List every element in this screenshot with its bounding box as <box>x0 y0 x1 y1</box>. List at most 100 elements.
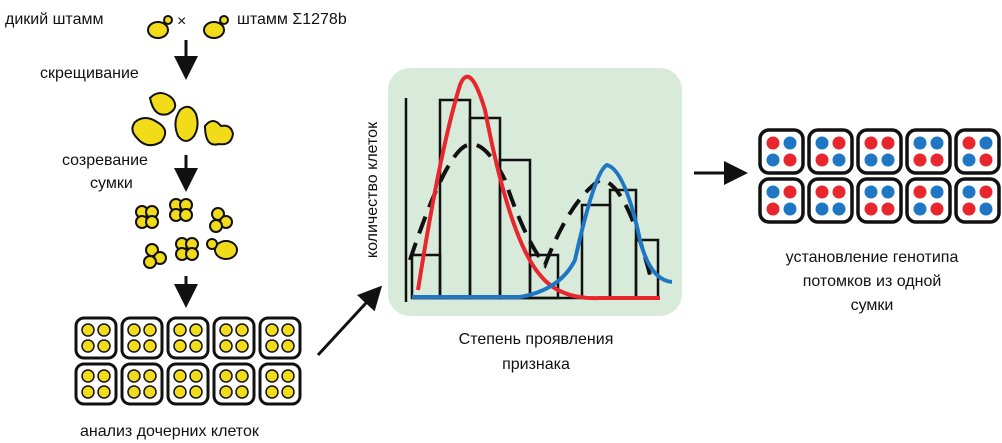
blue-curve <box>412 162 673 299</box>
spore <box>81 385 95 399</box>
spore <box>979 202 993 216</box>
red-curve <box>416 74 660 301</box>
spore <box>281 385 295 399</box>
spore <box>265 323 279 337</box>
spore <box>881 185 895 199</box>
analysis-label: анализ дочерних клеток <box>80 423 260 440</box>
spore <box>281 369 295 383</box>
ascus <box>120 316 164 360</box>
ascus <box>258 362 302 406</box>
parent-cells <box>147 15 229 39</box>
spore <box>235 369 249 383</box>
spore <box>962 153 976 167</box>
spore <box>127 369 141 383</box>
spore <box>881 202 895 216</box>
spore <box>189 339 203 353</box>
spore <box>219 339 233 353</box>
spore <box>235 323 249 337</box>
ascus <box>758 177 805 224</box>
spore <box>189 385 203 399</box>
spore <box>265 339 279 353</box>
ascus <box>954 128 1001 175</box>
x-axis-label: признака <box>502 356 570 373</box>
spore <box>173 339 187 353</box>
spore <box>235 339 249 353</box>
caption: установление генотипа <box>786 249 959 266</box>
spore <box>219 323 233 337</box>
spore <box>281 323 295 337</box>
spore <box>97 369 111 383</box>
spore <box>143 339 157 353</box>
spore <box>173 369 187 383</box>
spore <box>97 323 111 337</box>
spore <box>815 153 829 167</box>
spore <box>832 185 846 199</box>
spore <box>173 323 187 337</box>
spore <box>127 323 141 337</box>
ascus <box>856 128 903 175</box>
mutant-strain: штамм Σ1278b <box>237 11 347 28</box>
spore <box>783 202 797 216</box>
ascus <box>954 177 1001 224</box>
spore <box>832 202 846 216</box>
spore <box>81 323 95 337</box>
spore <box>864 185 878 199</box>
spore <box>766 185 780 199</box>
spore <box>962 202 976 216</box>
spore <box>766 202 780 216</box>
ascus <box>166 316 210 360</box>
spore <box>766 136 780 150</box>
wild-strain: дикий штамм <box>5 11 103 28</box>
spore <box>930 185 944 199</box>
ascus <box>758 128 805 175</box>
ascus <box>258 316 302 360</box>
ascus <box>166 362 210 406</box>
spore <box>864 202 878 216</box>
spore <box>881 136 895 150</box>
spore <box>97 339 111 353</box>
spore <box>979 153 993 167</box>
spore <box>265 369 279 383</box>
spore <box>783 153 797 167</box>
spore <box>143 369 157 383</box>
spore <box>913 136 927 150</box>
spore <box>143 323 157 337</box>
spore <box>127 385 141 399</box>
spore <box>864 136 878 150</box>
maturation-label: созревание <box>62 152 148 169</box>
spore <box>930 202 944 216</box>
spore <box>189 369 203 383</box>
spore <box>235 385 249 399</box>
spore <box>189 323 203 337</box>
chart-panel <box>388 68 682 316</box>
maturation-label: сумки <box>90 175 133 192</box>
mating-label: скрещивание <box>40 65 139 82</box>
spore <box>979 136 993 150</box>
ascus-grid-colored <box>758 128 1001 224</box>
spore <box>815 136 829 150</box>
caption: потомков из одной <box>803 273 942 290</box>
ascus <box>905 177 952 224</box>
ascus <box>120 362 164 406</box>
spore <box>783 136 797 150</box>
spore <box>281 339 295 353</box>
ascus <box>905 128 952 175</box>
spores <box>135 198 238 269</box>
cross-symbol: × <box>177 13 186 30</box>
caption: сумки <box>851 297 894 314</box>
spore <box>97 385 111 399</box>
spore <box>81 339 95 353</box>
ascus <box>74 316 118 360</box>
spore <box>219 369 233 383</box>
spore <box>143 385 157 399</box>
y-axis-label: количество клеток <box>364 121 381 258</box>
spore <box>913 153 927 167</box>
spore <box>815 202 829 216</box>
spore <box>962 136 976 150</box>
spore <box>913 185 927 199</box>
spore <box>881 153 895 167</box>
spore <box>173 385 187 399</box>
spore <box>766 153 780 167</box>
spore <box>930 136 944 150</box>
